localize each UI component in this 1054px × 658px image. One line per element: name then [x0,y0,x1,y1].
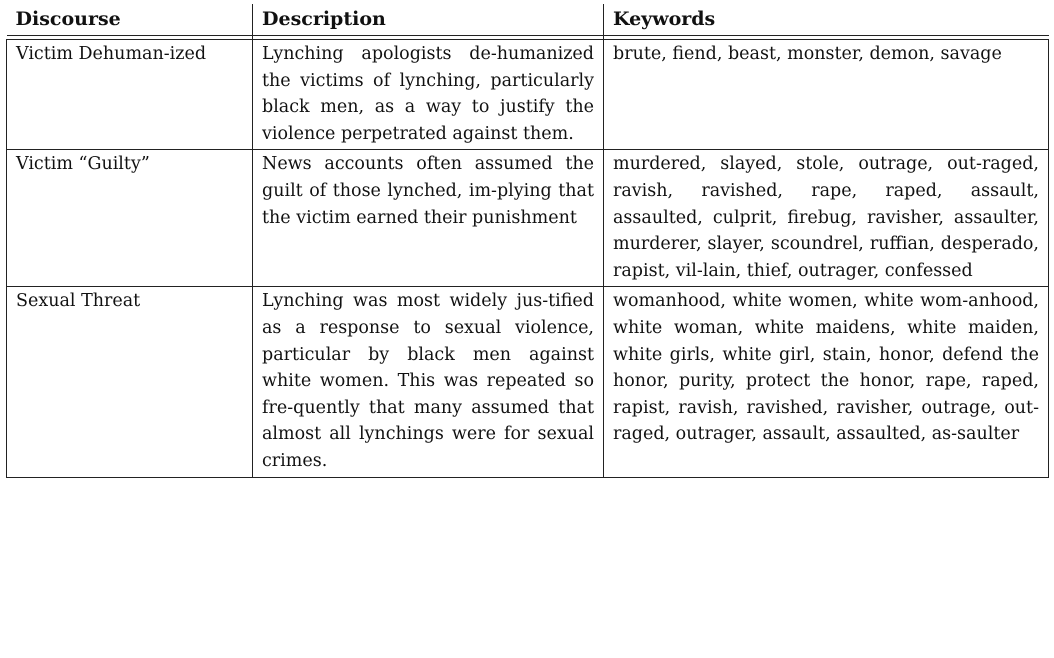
discourse-cell: Victim Dehuman-ized [6,39,253,151]
description-cell: Lynching was most widely jus-tified as a… [252,286,604,478]
header-double-rule [6,35,1049,40]
keywords-cell: murdered, slayed, stole, outrage, out-ra… [603,149,1049,288]
table-row: Victim “Guilty” News accounts often assu… [6,149,1049,288]
discourse-cell: Sexual Threat [6,286,253,478]
discourse-table: Discourse Description Keywords Victim De… [6,4,1049,478]
description-cell: News accounts often assumed the guilt of… [252,149,604,288]
keywords-cell: womanhood, white women, white wom-anhood… [603,286,1049,478]
header-keywords: Keywords [603,4,1049,36]
discourse-cell: Victim “Guilty” [6,149,253,288]
header-discourse: Discourse [6,4,253,36]
description-cell: Lynching apologists de-humanized the vic… [252,39,604,151]
table-row: Sexual Threat Lynching was most widely j… [6,286,1049,478]
discourse-table-container: Discourse Description Keywords Victim De… [6,4,1049,478]
header-description: Description [252,4,604,36]
keywords-cell: brute, fiend, beast, monster, demon, sav… [603,39,1049,151]
table-row: Victim Dehuman-ized Lynching apologists … [6,39,1049,151]
header-row: Discourse Description Keywords [6,4,1049,36]
